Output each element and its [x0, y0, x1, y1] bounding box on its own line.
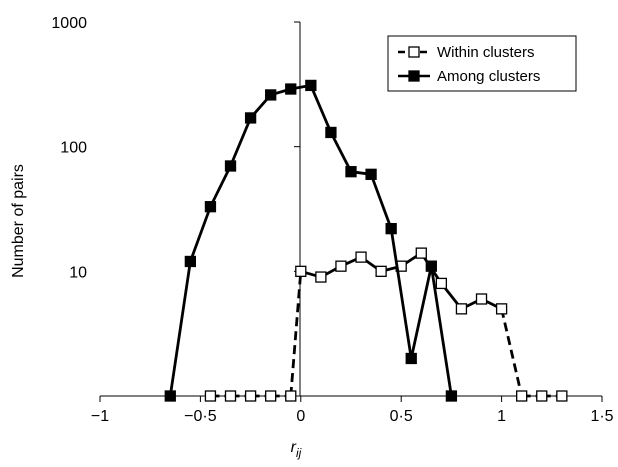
series-1-point: [405, 352, 417, 365]
series-1-segment: [189, 206, 212, 262]
series-1-segment: [329, 131, 353, 173]
series-1-point: [305, 79, 317, 92]
series-0-point: [415, 247, 427, 259]
y-axis-title: Number of pairs: [10, 164, 27, 278]
series-1-segment: [168, 261, 192, 397]
series-1-point: [184, 255, 197, 268]
series-1-segment: [429, 265, 453, 397]
legend-box: [387, 35, 577, 92]
y-tick-label: 1000: [51, 15, 87, 32]
series-0-point: [455, 303, 468, 315]
series-0-point: [475, 293, 488, 305]
series-0-point: [335, 260, 347, 272]
series-0-point: [295, 265, 307, 277]
series-0-point: [285, 390, 297, 402]
series-1-segment: [229, 117, 252, 167]
series-1-point: [265, 89, 277, 101]
series-0-segment: [289, 271, 303, 397]
series-0-point: [556, 390, 568, 402]
series-1-point: [365, 168, 377, 180]
legend-within-label: Within clusters: [437, 44, 535, 61]
axes-layer: −1 −0·5 0 0·5 1 1·5 10 100 1000 Number of pairs ri…: [10, 15, 614, 460]
series-1-point: [425, 260, 437, 272]
x-tick-label: −0·5: [184, 408, 217, 425]
series-0-point: [244, 390, 257, 402]
series-0-point: [516, 390, 528, 402]
series-1-segment: [209, 165, 232, 208]
series-1-point: [385, 222, 397, 235]
series-1-point: [204, 201, 217, 213]
series-0-point: [224, 390, 237, 402]
series-0-point: [495, 303, 508, 315]
series-1-segment: [369, 173, 393, 230]
series-0-point: [375, 265, 387, 277]
series-0-point: [315, 271, 327, 283]
series-1-point: [224, 160, 237, 172]
x-axis-title-subscript: ij: [296, 446, 302, 460]
series-1-segment: [409, 265, 433, 359]
x-tick-label: −1: [91, 408, 109, 425]
legend-within-marker: [408, 46, 420, 58]
series-1-segment: [309, 84, 333, 134]
legend-among-marker: [408, 70, 420, 82]
x-tick-label: 0: [296, 408, 305, 425]
series-1-point: [345, 166, 357, 178]
series-1-point: [285, 83, 297, 95]
series-1-point: [325, 126, 337, 139]
legend-among-label: Among clusters: [437, 68, 540, 85]
series-1-point: [244, 112, 257, 124]
x-axis-title-main: r: [291, 439, 297, 456]
series-0-point: [536, 390, 548, 402]
series-1-point: [164, 390, 176, 402]
series-0-point: [204, 390, 217, 402]
x-tick-label: 1·5: [590, 408, 613, 425]
series-0-segment: [500, 308, 524, 397]
legend: Within clusters Among clusters: [387, 35, 577, 92]
series-0-point: [435, 277, 448, 290]
series-layer: [164, 79, 568, 402]
y-tick-label: 100: [60, 140, 87, 157]
series-0-point: [355, 251, 367, 263]
series-0-point: [265, 390, 277, 402]
series-1-point: [445, 390, 458, 402]
x-tick-label: 0·5: [390, 408, 413, 425]
series-1-segment: [389, 228, 413, 359]
x-tick-label: 1: [497, 408, 506, 425]
y-tick-label: 10: [69, 264, 87, 281]
x-axis-title: rij: [291, 439, 302, 460]
